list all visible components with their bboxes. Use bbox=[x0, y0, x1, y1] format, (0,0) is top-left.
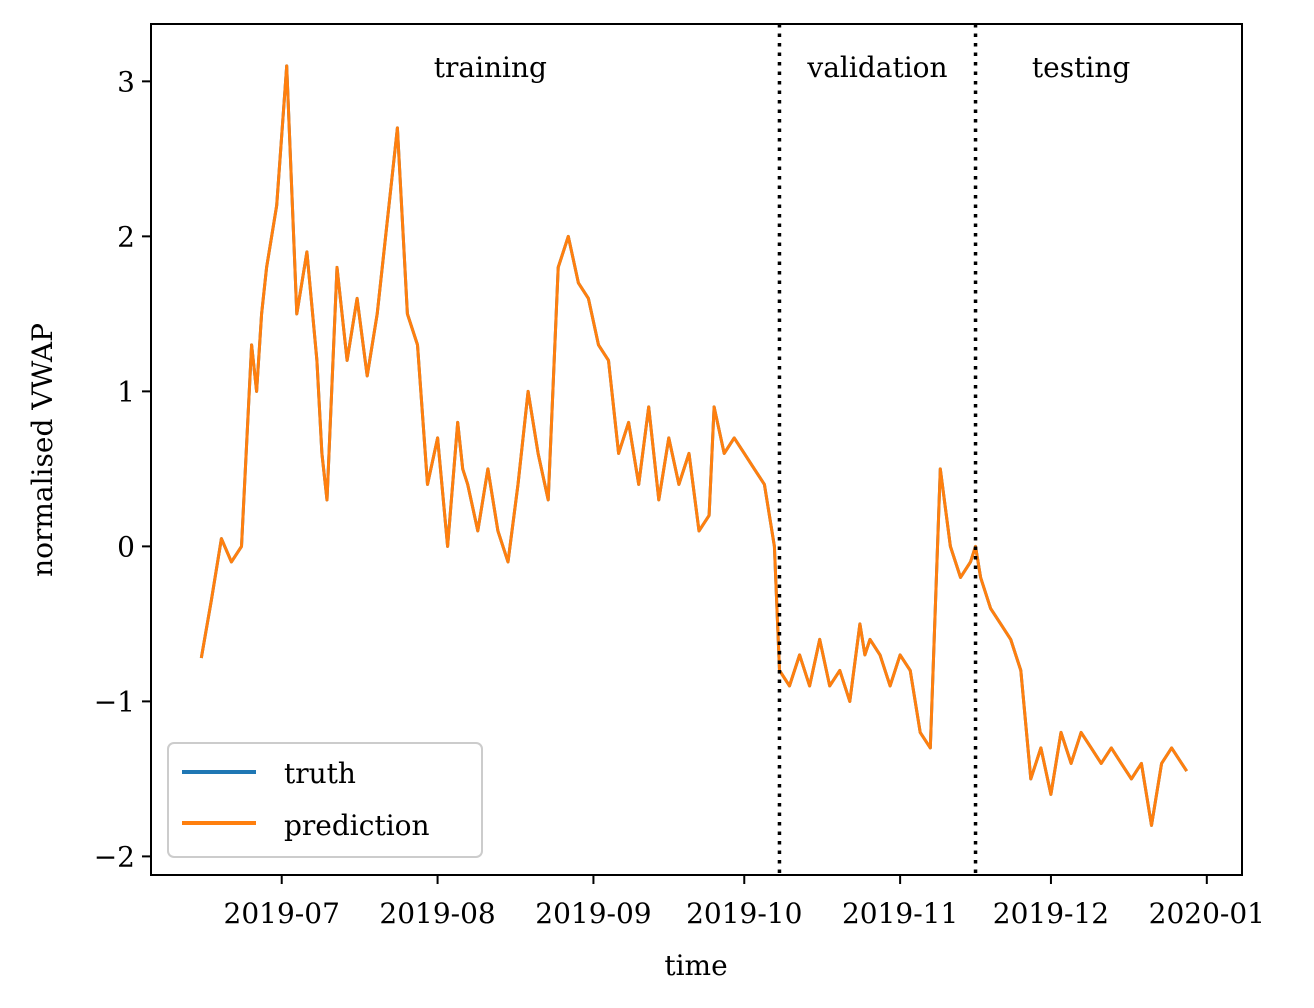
region-label-testing: testing bbox=[1032, 51, 1130, 84]
x-tick-label: 2019-08 bbox=[379, 897, 495, 930]
y-tick-label: 2 bbox=[117, 220, 135, 253]
x-axis-ticks: 2019-07 2019-08 2019-09 2019-10 2019-11 2019-… bbox=[224, 875, 1265, 930]
y-tick-label: 1 bbox=[117, 375, 135, 408]
series-layer bbox=[199, 64, 1188, 827]
x-tick-label: 2020-01 bbox=[1149, 897, 1265, 930]
x-axis-label: time bbox=[664, 949, 727, 982]
plot-frame bbox=[150, 23, 1243, 876]
series-line-truth bbox=[199, 64, 1188, 827]
legend-label-truth: truth bbox=[284, 757, 356, 790]
y-axis-label: normalised VWAP bbox=[26, 323, 59, 577]
legend-label-prediction: prediction bbox=[284, 809, 430, 842]
x-tick-label: 2019-12 bbox=[993, 897, 1109, 930]
x-tick-label: 2019-11 bbox=[842, 897, 958, 930]
series-line-prediction bbox=[199, 64, 1188, 827]
y-axis-ticks: 3 2 1 0 −1 −2 bbox=[94, 65, 151, 873]
y-tick-label: 3 bbox=[117, 65, 135, 98]
region-labels: training validation testing bbox=[434, 51, 1131, 84]
x-tick-label: 2019-10 bbox=[686, 897, 802, 930]
y-tick-label: −1 bbox=[94, 685, 135, 718]
y-tick-label: 0 bbox=[117, 530, 135, 563]
region-label-validation: validation bbox=[806, 51, 947, 84]
y-tick-label: −2 bbox=[94, 840, 135, 873]
split-lines bbox=[777, 24, 978, 875]
region-label-training: training bbox=[434, 51, 547, 84]
x-tick-label: 2019-07 bbox=[224, 897, 340, 930]
legend: truth prediction bbox=[167, 742, 483, 858]
x-tick-label: 2019-09 bbox=[535, 897, 651, 930]
